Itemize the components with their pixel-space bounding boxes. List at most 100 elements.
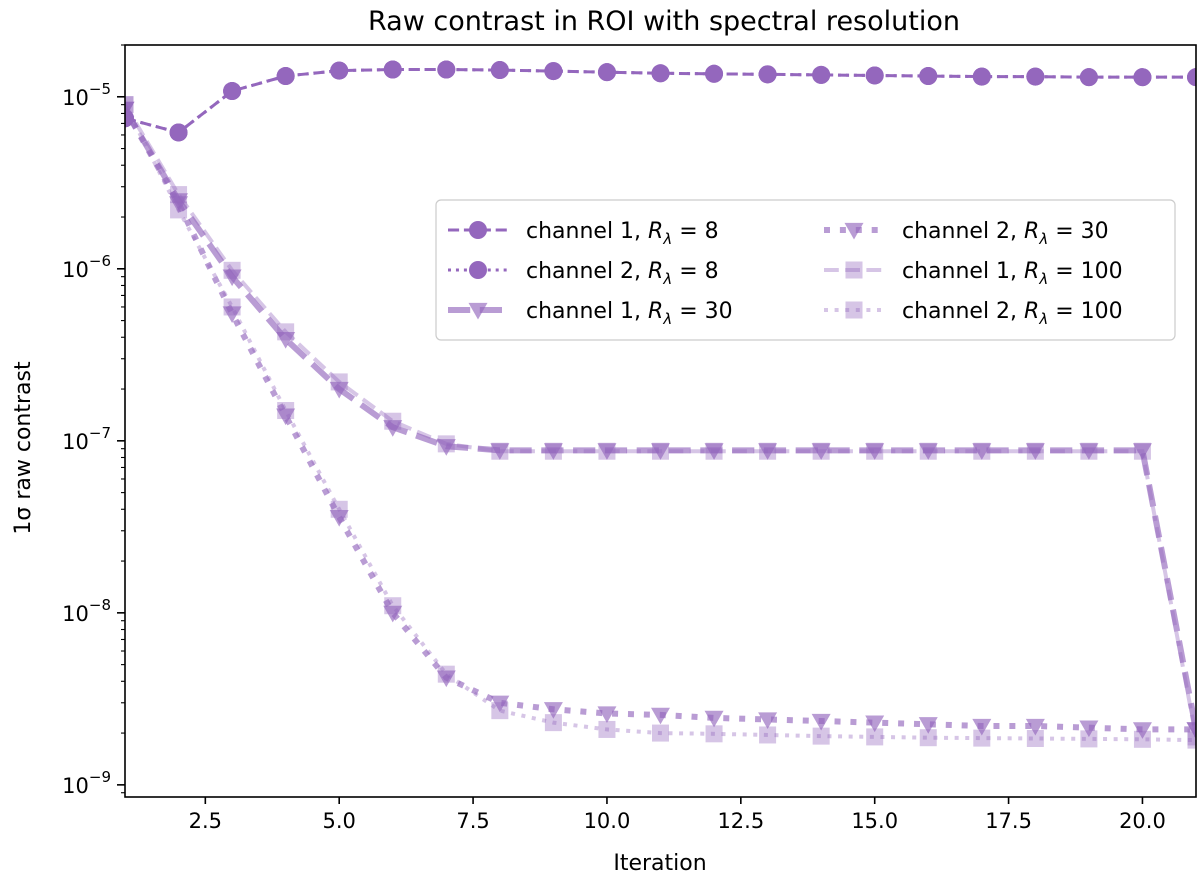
data-point [1026, 67, 1045, 86]
legend-entry-2: channel 2, Rλ = 8 [448, 259, 719, 288]
data-point [866, 728, 884, 746]
data-point [1133, 730, 1151, 748]
x-tick-label: 12.5 [717, 809, 764, 833]
legend-marker [845, 301, 863, 319]
data-point [222, 306, 242, 323]
y-tick-label: 10−6 [62, 252, 111, 282]
legend-label: channel 2, Rλ = 30 [902, 219, 1109, 248]
legend-label-part: R [1024, 259, 1039, 284]
data-point [276, 67, 295, 86]
legend-marker [844, 222, 864, 240]
legend-label-part: channel 1, [526, 219, 648, 244]
legend-label: channel 2, Rλ = 8 [526, 259, 719, 288]
data-point [383, 605, 403, 623]
legend-label-part: R [648, 259, 663, 284]
y-tick-base: 10 [62, 430, 89, 454]
legend-label-part: λ [662, 230, 672, 248]
legend-label-part: R [648, 219, 663, 244]
data-point [125, 109, 134, 128]
legend-marker [468, 302, 488, 320]
x-tick-label: 2.5 [189, 809, 222, 833]
legend-entry-3: channel 1, Rλ = 30 [448, 299, 733, 328]
legend-label-part: = 30 [672, 299, 732, 324]
data-point [490, 61, 509, 80]
series-line [125, 68, 1196, 135]
legend-entry-5: channel 1, Rλ = 100 [824, 259, 1123, 288]
legend-label-part: R [1024, 219, 1039, 244]
y-tick-base: 10 [62, 774, 89, 798]
data-point [436, 439, 456, 456]
legend-marker [845, 261, 863, 279]
data-point [865, 715, 885, 733]
legend-label-part: channel 1, [526, 299, 648, 324]
data-point [705, 64, 724, 83]
data-point [544, 714, 562, 732]
plot-area [125, 60, 1196, 749]
legend-label-part: = 8 [672, 259, 718, 284]
data-point [1187, 728, 1196, 746]
legend-label-part: λ [662, 310, 672, 328]
data-point [758, 712, 778, 729]
data-point [597, 443, 617, 460]
data-point [651, 443, 670, 460]
legend-label-part: channel 2, [902, 299, 1024, 324]
y-tick-label: 10−8 [62, 596, 111, 626]
series-line [125, 103, 1196, 743]
data-point [598, 720, 616, 738]
data-point [973, 729, 991, 747]
y-tick-base: 10 [62, 602, 89, 626]
data-point [1132, 722, 1152, 739]
data-point [651, 707, 670, 725]
data-point [1187, 68, 1196, 87]
data-point [1187, 731, 1196, 749]
data-point [543, 443, 563, 460]
series-1 [125, 60, 1196, 142]
data-point [1079, 443, 1099, 460]
legend-entry-1: channel 1, Rλ = 8 [448, 219, 719, 248]
data-point [919, 67, 938, 86]
data-point [1026, 729, 1044, 747]
legend-label-part: λ [662, 270, 672, 288]
y-tick-exponent: −9 [89, 768, 111, 786]
data-point [383, 60, 402, 79]
series-6 [125, 96, 1196, 749]
y-tick-base: 10 [62, 86, 89, 110]
legend-label: channel 1, Rλ = 8 [526, 219, 719, 248]
data-point [811, 443, 831, 460]
legend-entry-4: channel 2, Rλ = 30 [824, 219, 1109, 248]
legend-label: channel 1, Rλ = 30 [526, 299, 733, 328]
legend-label: channel 2, Rλ = 100 [902, 299, 1123, 328]
series-line [125, 107, 1196, 730]
data-point [383, 420, 403, 437]
series-3 [125, 101, 1196, 739]
data-point [1079, 720, 1099, 738]
chart-title: Raw contrast in ROI with spectral resolu… [368, 6, 960, 37]
data-point [1025, 718, 1045, 736]
data-point [597, 63, 616, 82]
data-point [490, 443, 510, 460]
data-point [972, 718, 992, 736]
axes-frame [124, 44, 1197, 798]
x-tick-label: 7.5 [456, 809, 489, 833]
y-axis-label: 1σ raw contrast [11, 361, 36, 535]
legend-label-part: λ [1038, 310, 1048, 328]
data-point [1133, 68, 1152, 87]
data-point [865, 66, 884, 85]
x-tick-label: 15.0 [851, 809, 898, 833]
data-point [812, 727, 830, 745]
data-point [1186, 722, 1196, 739]
axes: 2.5 5.0 7.5 10.0 12.5 15.0 17.5 20.010−510−610−… [62, 44, 1197, 833]
legend-label-part: λ [1038, 230, 1048, 248]
y-tick-exponent: −5 [89, 80, 111, 98]
legend-label-part: R [648, 299, 663, 324]
x-axis-label: Iteration [613, 851, 706, 876]
data-point [919, 729, 937, 747]
data-point [436, 670, 456, 688]
legend-box [435, 199, 1176, 341]
legend-label-part: channel 1, [902, 259, 1024, 284]
data-point [1025, 443, 1045, 460]
data-point [223, 82, 242, 101]
data-point [652, 724, 669, 742]
data-point [758, 443, 778, 460]
